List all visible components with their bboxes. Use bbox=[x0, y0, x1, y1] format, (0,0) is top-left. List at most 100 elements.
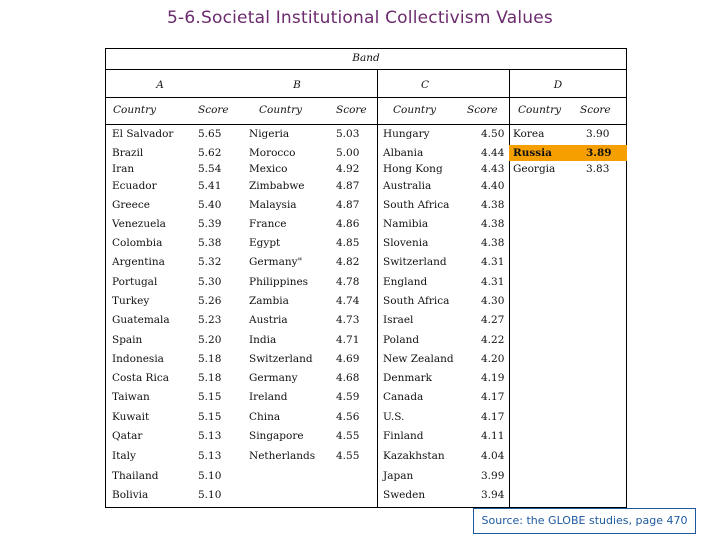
score-cell-band-c: 4.38 bbox=[481, 199, 505, 211]
score-cell-band-b: 4.69 bbox=[336, 353, 360, 365]
score-cell-band-c: 3.94 bbox=[481, 489, 505, 501]
header-country-b: Country bbox=[259, 104, 303, 116]
country-cell-band-a: Costa Rica bbox=[112, 372, 169, 384]
country-cell-band-b: Netherlands bbox=[249, 450, 316, 462]
country-cell-band-b: Egypt bbox=[249, 237, 281, 249]
country-cell-band-d: Georgia bbox=[513, 163, 556, 175]
score-cell-band-b: 4.71 bbox=[336, 334, 360, 346]
country-cell-band-a: Venezuela bbox=[112, 218, 166, 230]
header-score-b: Score bbox=[336, 104, 367, 116]
score-cell-band-c: 4.43 bbox=[481, 163, 505, 175]
score-cell-band-b: 5.00 bbox=[336, 147, 360, 159]
data-table bbox=[105, 48, 627, 508]
country-cell-band-a: Brazil bbox=[112, 147, 144, 159]
country-cell-band-c: Hungary bbox=[383, 128, 430, 140]
country-cell-band-b: Malaysia bbox=[249, 199, 297, 211]
score-cell-band-a: 5.15 bbox=[198, 391, 222, 403]
country-cell-band-b: Morocco bbox=[249, 147, 296, 159]
header-country-d: Country bbox=[518, 104, 562, 116]
country-cell-band-a: El Salvador bbox=[112, 128, 174, 140]
score-cell-band-c: 4.31 bbox=[481, 256, 505, 268]
country-cell-band-c: Slovenia bbox=[383, 237, 429, 249]
score-cell-band-c: 4.50 bbox=[481, 128, 505, 140]
score-cell-band-b: 4.87 bbox=[336, 180, 360, 192]
divider bbox=[377, 69, 378, 508]
score-cell-band-b: 4.92 bbox=[336, 163, 360, 175]
score-cell-band-a: 5.54 bbox=[198, 163, 222, 175]
score-cell-band-c: 4.31 bbox=[481, 276, 505, 288]
country-cell-band-c: Hong Kong bbox=[383, 163, 443, 175]
score-cell-band-a: 5.20 bbox=[198, 334, 222, 346]
score-cell-band-c: 4.27 bbox=[481, 314, 505, 326]
score-cell-band-a: 5.65 bbox=[198, 128, 222, 140]
score-cell-band-b: 4.56 bbox=[336, 411, 360, 423]
score-cell-band-c: 4.40 bbox=[481, 180, 505, 192]
country-cell-band-a: Indonesia bbox=[112, 353, 164, 365]
score-cell-band-d: 3.89 bbox=[586, 147, 612, 159]
country-cell-band-a: Italy bbox=[112, 450, 136, 462]
divider bbox=[105, 97, 627, 98]
country-cell-band-b: Mexico bbox=[249, 163, 288, 175]
score-cell-band-a: 5.23 bbox=[198, 314, 222, 326]
score-cell-band-a: 5.32 bbox=[198, 256, 222, 268]
score-cell-band-a: 5.39 bbox=[198, 218, 222, 230]
score-cell-band-a: 5.38 bbox=[198, 237, 222, 249]
score-cell-band-a: 5.41 bbox=[198, 180, 222, 192]
score-cell-band-a: 5.13 bbox=[198, 430, 222, 442]
country-cell-band-a: Taiwan bbox=[112, 391, 150, 403]
score-cell-band-a: 5.15 bbox=[198, 411, 222, 423]
header-score-a: Score bbox=[198, 104, 229, 116]
score-cell-band-b: 4.78 bbox=[336, 276, 360, 288]
country-cell-band-b: Singapore bbox=[249, 430, 304, 442]
country-cell-band-c: Switzerland bbox=[383, 256, 447, 268]
score-cell-band-b: 4.74 bbox=[336, 295, 360, 307]
country-cell-band-c: Canada bbox=[383, 391, 424, 403]
country-cell-band-b: Ireland bbox=[249, 391, 288, 403]
score-cell-band-b: 4.55 bbox=[336, 450, 360, 462]
country-cell-band-b: Austria bbox=[249, 314, 288, 326]
divider bbox=[509, 69, 510, 508]
score-cell-band-c: 4.19 bbox=[481, 372, 505, 384]
country-cell-band-a: Spain bbox=[112, 334, 143, 346]
score-cell-band-b: 4.82 bbox=[336, 256, 360, 268]
country-cell-band-a: Turkey bbox=[112, 295, 150, 307]
score-cell-band-d: 3.90 bbox=[586, 128, 610, 140]
country-cell-band-b: Zimbabwe bbox=[249, 180, 305, 192]
score-cell-band-a: 5.30 bbox=[198, 276, 222, 288]
band-c-label: C bbox=[420, 79, 430, 91]
country-cell-band-a: Guatemala bbox=[112, 314, 170, 326]
score-cell-band-b: 4.59 bbox=[336, 391, 360, 403]
country-cell-band-b: Zambia bbox=[249, 295, 289, 307]
score-cell-band-d: 3.83 bbox=[586, 163, 610, 175]
country-cell-band-b: India bbox=[249, 334, 277, 346]
country-cell-band-a: Colombia bbox=[112, 237, 163, 249]
country-cell-band-b: China bbox=[249, 411, 281, 423]
score-cell-band-a: 5.40 bbox=[198, 199, 222, 211]
country-cell-band-b: France bbox=[249, 218, 287, 230]
page-title: 5-6.Societal Institutional Collectivism … bbox=[167, 8, 553, 28]
band-d-label: D bbox=[553, 79, 563, 91]
country-cell-band-b: Switzerland bbox=[249, 353, 313, 365]
country-cell-band-d: Korea bbox=[513, 128, 545, 140]
country-cell-band-a: Bolivia bbox=[112, 489, 149, 501]
country-cell-band-c: Denmark bbox=[383, 372, 432, 384]
country-cell-band-c: U.S. bbox=[383, 411, 405, 423]
band-label: Band bbox=[352, 52, 380, 64]
header-country-a: Country bbox=[113, 104, 157, 116]
country-cell-band-c: Albania bbox=[383, 147, 424, 159]
band-b-label: B bbox=[293, 79, 301, 91]
score-cell-band-b: 4.85 bbox=[336, 237, 360, 249]
header-score-d: Score bbox=[580, 104, 611, 116]
score-cell-band-c: 4.22 bbox=[481, 334, 505, 346]
country-cell-band-a: Ecuador bbox=[112, 180, 157, 192]
header-country-c: Country bbox=[393, 104, 437, 116]
score-cell-band-b: 4.73 bbox=[336, 314, 360, 326]
score-cell-band-a: 5.26 bbox=[198, 295, 222, 307]
country-cell-band-a: Thailand bbox=[112, 470, 159, 482]
score-cell-band-a: 5.62 bbox=[198, 147, 222, 159]
country-cell-band-c: Sweden bbox=[383, 489, 426, 501]
score-cell-band-a: 5.10 bbox=[198, 470, 222, 482]
country-cell-band-c: Australia bbox=[383, 180, 432, 192]
score-cell-band-a: 5.10 bbox=[198, 489, 222, 501]
score-cell-band-c: 4.30 bbox=[481, 295, 505, 307]
